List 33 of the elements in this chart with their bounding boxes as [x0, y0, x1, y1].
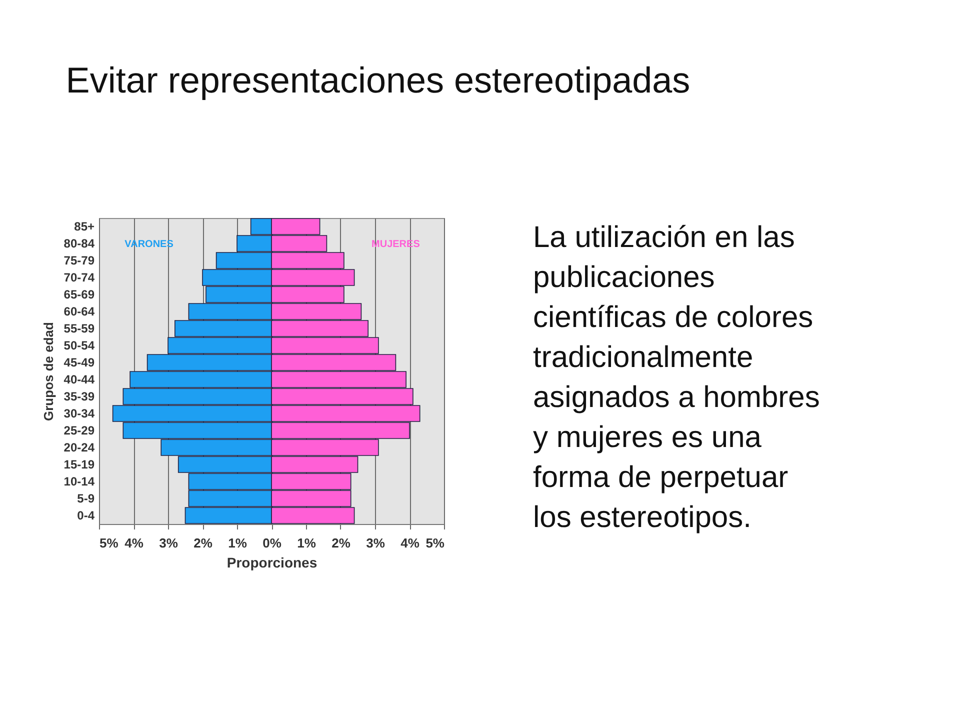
y-tick-label: 65-69 — [64, 288, 95, 302]
y-tick-label: 15-19 — [64, 458, 95, 472]
y-tick-label: 50-54 — [64, 338, 95, 352]
y-tick-label: 25-29 — [64, 424, 95, 438]
y-tick-label: 70-74 — [64, 270, 95, 284]
y-tick-label: 30-34 — [64, 406, 95, 420]
y-tick-label: 10-14 — [64, 474, 95, 488]
y-tick-label: 20-24 — [64, 440, 95, 454]
y-tick-label: 35-39 — [64, 390, 95, 404]
x-tick-label: 5% — [100, 536, 119, 550]
y-axis-title: Grupos de edad — [40, 322, 56, 421]
x-tick-label: 3% — [366, 536, 386, 550]
y-tick-label: 85+ — [74, 220, 94, 234]
x-tick-label: 4% — [400, 536, 420, 550]
y-tick-label: 0-4 — [77, 508, 95, 522]
y-tick-label: 45-49 — [64, 356, 95, 370]
y-tick-label: 80-84 — [64, 236, 95, 250]
x-tick-label: 1% — [228, 536, 248, 550]
x-tick-label: 5% — [426, 536, 445, 550]
x-tick-label: 2% — [194, 536, 213, 550]
y-tick-label: 40-44 — [64, 372, 95, 386]
y-tick-label: 5-9 — [77, 492, 95, 506]
x-tick-label: 1% — [297, 536, 316, 550]
y-tick-label: 60-64 — [64, 304, 95, 318]
x-tick-label: 0% — [262, 536, 282, 550]
x-tick-label: 3% — [159, 536, 178, 550]
x-tick-label: 2% — [332, 536, 351, 550]
text: La utilización en las publicaciones científicas de colores tradicionalmente asignados a hombres y mujeres es una forma de perpetuar los estereotipos. — [533, 221, 820, 534]
chart-title: Evitar representaciones estereotipadas — [66, 60, 690, 100]
x-axis-title: Proporciones — [226, 554, 318, 570]
y-tick-label: 55-59 — [64, 322, 95, 336]
x-tick-label: 4% — [124, 536, 144, 550]
y-tick-label: 75-79 — [64, 254, 95, 268]
